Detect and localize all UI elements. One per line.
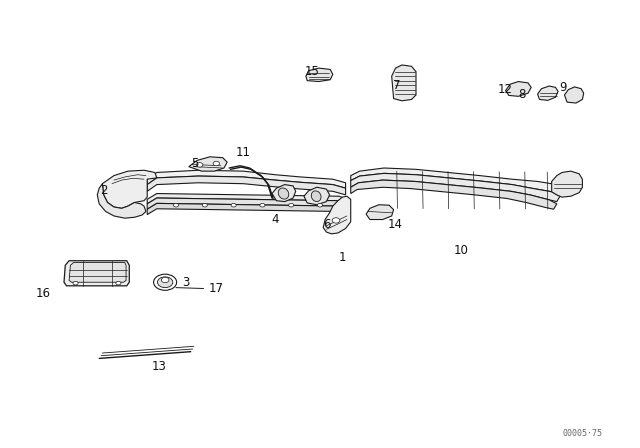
Text: 16: 16 xyxy=(35,287,51,300)
Polygon shape xyxy=(351,168,563,194)
Circle shape xyxy=(289,203,294,207)
Polygon shape xyxy=(304,187,330,205)
Text: 4: 4 xyxy=(271,213,279,226)
Text: 15: 15 xyxy=(305,65,320,78)
Polygon shape xyxy=(506,82,531,96)
Polygon shape xyxy=(147,198,349,210)
Text: 17: 17 xyxy=(208,282,223,296)
Text: 7: 7 xyxy=(393,78,401,92)
Polygon shape xyxy=(538,86,558,100)
Text: 9: 9 xyxy=(559,81,567,94)
Polygon shape xyxy=(552,171,582,197)
Polygon shape xyxy=(147,203,349,215)
Circle shape xyxy=(157,277,173,288)
Circle shape xyxy=(260,203,265,207)
Polygon shape xyxy=(64,261,129,286)
Text: 2: 2 xyxy=(100,184,108,197)
Ellipse shape xyxy=(278,188,289,199)
Circle shape xyxy=(202,203,207,207)
Text: 13: 13 xyxy=(151,360,166,373)
Circle shape xyxy=(196,163,203,167)
Polygon shape xyxy=(102,170,157,208)
Polygon shape xyxy=(351,180,557,209)
Circle shape xyxy=(213,161,220,166)
Circle shape xyxy=(317,203,323,207)
Text: 5: 5 xyxy=(191,157,199,170)
Text: 1: 1 xyxy=(339,251,346,264)
Polygon shape xyxy=(351,173,560,202)
Circle shape xyxy=(73,281,78,285)
Polygon shape xyxy=(147,170,346,188)
Ellipse shape xyxy=(311,191,321,202)
Polygon shape xyxy=(366,205,394,220)
Polygon shape xyxy=(272,185,296,202)
Circle shape xyxy=(154,274,177,290)
Polygon shape xyxy=(323,196,351,234)
Text: 3: 3 xyxy=(182,276,189,289)
Polygon shape xyxy=(306,68,333,82)
Text: 8: 8 xyxy=(518,87,525,101)
Polygon shape xyxy=(189,157,227,171)
Circle shape xyxy=(332,218,340,223)
Circle shape xyxy=(116,281,121,285)
Circle shape xyxy=(173,203,179,207)
Text: 11: 11 xyxy=(236,146,251,159)
Text: 00005·75: 00005·75 xyxy=(563,429,602,438)
Circle shape xyxy=(161,277,169,283)
Text: 10: 10 xyxy=(453,244,468,258)
Polygon shape xyxy=(97,184,146,218)
Polygon shape xyxy=(392,65,416,101)
Text: 12: 12 xyxy=(498,83,513,96)
Polygon shape xyxy=(69,263,126,282)
Polygon shape xyxy=(147,194,349,204)
Polygon shape xyxy=(564,87,584,103)
Polygon shape xyxy=(147,176,346,195)
Circle shape xyxy=(231,203,236,207)
Text: 14: 14 xyxy=(387,218,403,232)
Text: 6: 6 xyxy=(323,217,330,231)
